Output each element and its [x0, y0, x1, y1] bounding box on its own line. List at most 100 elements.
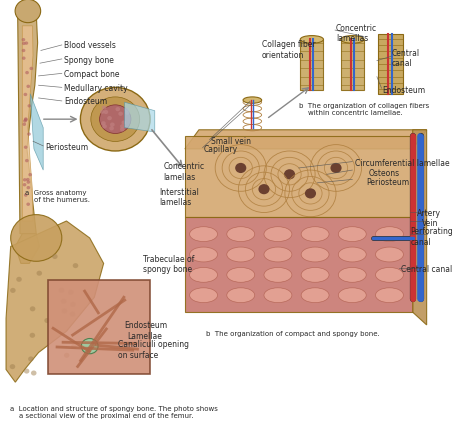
Ellipse shape — [301, 268, 329, 282]
Circle shape — [235, 164, 246, 174]
Circle shape — [24, 118, 27, 121]
Circle shape — [120, 125, 125, 129]
Circle shape — [24, 368, 29, 374]
Polygon shape — [22, 27, 33, 222]
Polygon shape — [185, 137, 413, 217]
Circle shape — [25, 42, 28, 46]
Text: Endosteum: Endosteum — [64, 97, 107, 106]
Circle shape — [28, 173, 32, 177]
Ellipse shape — [264, 268, 292, 282]
Text: Small vein: Small vein — [210, 137, 251, 146]
Circle shape — [120, 128, 125, 132]
Ellipse shape — [301, 248, 329, 262]
Circle shape — [27, 105, 31, 108]
Circle shape — [11, 215, 62, 262]
Circle shape — [22, 43, 26, 46]
Circle shape — [82, 339, 98, 354]
Text: Perforating
canal: Perforating canal — [410, 227, 453, 246]
Circle shape — [23, 178, 27, 182]
Ellipse shape — [227, 288, 255, 303]
Circle shape — [21, 39, 25, 42]
Circle shape — [258, 184, 270, 195]
Circle shape — [102, 106, 107, 110]
Text: Compact bone: Compact bone — [64, 70, 119, 79]
Circle shape — [125, 111, 130, 115]
Text: Capillary: Capillary — [203, 145, 237, 154]
Circle shape — [27, 187, 30, 190]
Ellipse shape — [264, 227, 292, 242]
Circle shape — [109, 127, 114, 131]
Polygon shape — [6, 222, 104, 382]
Text: Spongy bone: Spongy bone — [64, 56, 114, 65]
Ellipse shape — [301, 288, 329, 303]
Polygon shape — [125, 103, 155, 132]
Circle shape — [27, 133, 31, 136]
Ellipse shape — [190, 248, 218, 262]
Bar — [378, 35, 403, 95]
Ellipse shape — [341, 37, 364, 44]
Circle shape — [23, 184, 27, 187]
Ellipse shape — [301, 227, 329, 242]
Circle shape — [30, 307, 36, 312]
Text: Artery: Artery — [417, 208, 441, 218]
Circle shape — [70, 312, 75, 317]
Circle shape — [62, 309, 67, 314]
Circle shape — [101, 122, 106, 126]
Polygon shape — [185, 130, 427, 150]
Circle shape — [107, 117, 112, 121]
Text: Concentric
lamellas: Concentric lamellas — [336, 23, 377, 43]
Circle shape — [25, 72, 29, 75]
Ellipse shape — [338, 268, 366, 282]
Circle shape — [24, 146, 27, 150]
Ellipse shape — [264, 248, 292, 262]
Circle shape — [24, 194, 27, 197]
Circle shape — [110, 123, 115, 127]
Text: Collagen fiber
orientation: Collagen fiber orientation — [262, 40, 315, 60]
Text: b  The organization of compact and spongy bone.: b The organization of compact and spongy… — [206, 330, 380, 336]
Text: Endosteum: Endosteum — [383, 86, 426, 95]
Circle shape — [118, 112, 123, 117]
Circle shape — [9, 364, 15, 369]
Circle shape — [16, 277, 22, 282]
Text: Osteons: Osteons — [369, 168, 400, 177]
Ellipse shape — [300, 37, 323, 44]
Ellipse shape — [190, 268, 218, 282]
Circle shape — [26, 178, 30, 182]
Ellipse shape — [375, 288, 403, 303]
Text: a  Gross anatomy
    of the humerus.: a Gross anatomy of the humerus. — [25, 190, 90, 202]
Ellipse shape — [227, 268, 255, 282]
Circle shape — [305, 189, 316, 199]
Circle shape — [22, 123, 26, 127]
Text: Interstitial
lamellas: Interstitial lamellas — [159, 187, 199, 207]
Ellipse shape — [375, 268, 403, 282]
Circle shape — [71, 344, 77, 349]
Circle shape — [28, 357, 34, 362]
Ellipse shape — [15, 0, 41, 23]
Text: Vein: Vein — [422, 218, 438, 227]
Text: Medullary cavity: Medullary cavity — [64, 83, 128, 92]
Circle shape — [52, 254, 58, 259]
Circle shape — [124, 108, 129, 112]
Circle shape — [27, 86, 30, 89]
Circle shape — [116, 108, 120, 112]
Text: Blood vessels: Blood vessels — [64, 41, 116, 50]
Circle shape — [24, 119, 27, 122]
Ellipse shape — [375, 227, 403, 242]
Text: Periosteum: Periosteum — [366, 178, 410, 187]
Circle shape — [22, 50, 26, 53]
Circle shape — [330, 164, 342, 174]
Circle shape — [102, 125, 107, 129]
Ellipse shape — [227, 227, 255, 242]
Ellipse shape — [338, 288, 366, 303]
Polygon shape — [18, 14, 37, 234]
Circle shape — [29, 68, 33, 71]
Text: Trabeculae of
spongy bone: Trabeculae of spongy bone — [143, 254, 194, 273]
Ellipse shape — [190, 227, 218, 242]
Circle shape — [284, 170, 295, 180]
Circle shape — [29, 333, 35, 338]
Text: Canaliculi opening
on surface: Canaliculi opening on surface — [118, 340, 189, 359]
Bar — [300, 40, 323, 91]
Circle shape — [64, 353, 70, 358]
Circle shape — [27, 181, 30, 184]
Circle shape — [23, 120, 27, 123]
